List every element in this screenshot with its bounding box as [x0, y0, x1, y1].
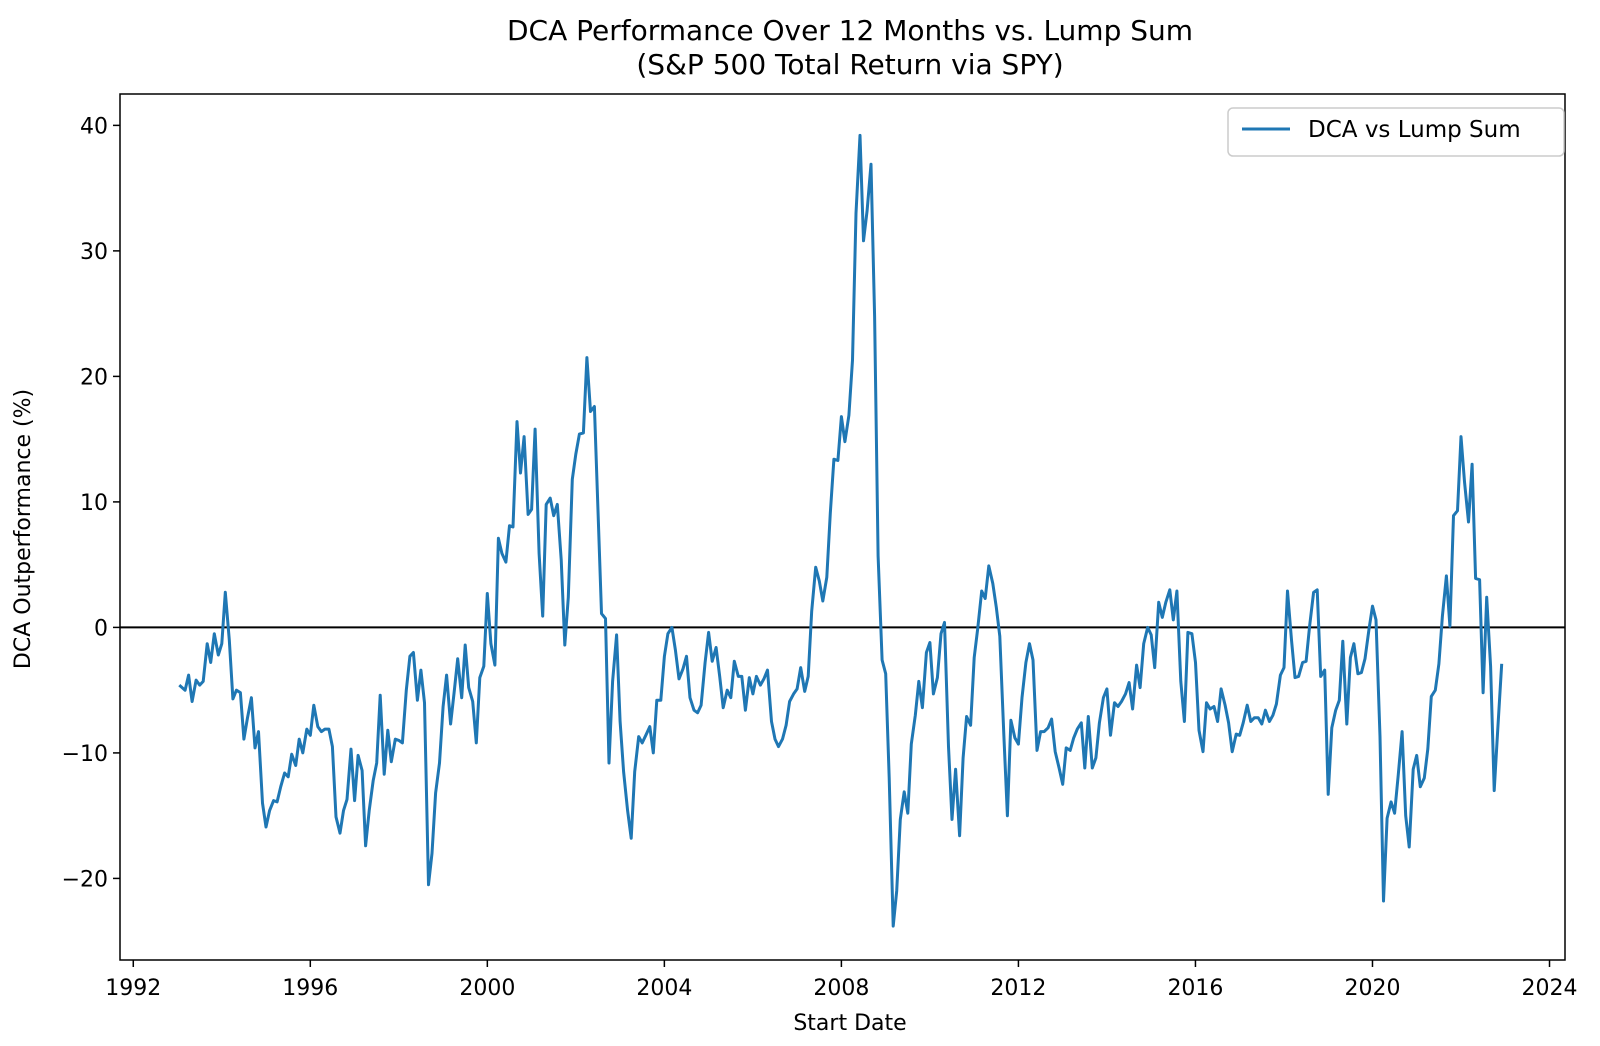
x-tick-label: 1996	[282, 976, 338, 1001]
x-tick-label: 2000	[459, 976, 515, 1001]
series-line-dca-vs-lump-sum	[178, 133, 1504, 928]
legend-label: DCA vs Lump Sum	[1308, 117, 1521, 143]
legend-box	[1227, 107, 1565, 157]
x-tick-label: 2020	[1344, 976, 1400, 1001]
x-tick-label: 2004	[636, 976, 692, 1001]
y-tick-label: −20	[62, 867, 108, 892]
plot-frame	[119, 93, 1566, 961]
y-tick-label: 40	[80, 114, 108, 139]
legend: DCA vs Lump Sum	[1227, 107, 1565, 157]
y-axis: −20 −10 0 10 20 30 40	[62, 114, 120, 892]
y-tick-label: 30	[80, 240, 108, 265]
x-axis-label: Start Date	[793, 1011, 906, 1036]
x-tick-label: 1992	[105, 976, 161, 1001]
x-axis: 1992 1996 2000 2004 2008 2012 2016 2020 2024	[105, 960, 1578, 1001]
chart-subtitle: (S&P 500 Total Return via SPY)	[636, 48, 1063, 81]
x-tick-label: 2012	[990, 976, 1046, 1001]
y-tick-label: −10	[62, 742, 108, 767]
y-tick-label: 10	[80, 491, 108, 516]
x-tick-label: 2008	[813, 976, 869, 1001]
y-tick-label: 20	[80, 365, 108, 390]
chart-title: DCA Performance Over 12 Months vs. Lump …	[507, 14, 1193, 47]
y-axis-label: DCA Outperformance (%)	[11, 389, 36, 669]
x-tick-label: 2024	[1522, 976, 1578, 1001]
y-tick-label: 0	[94, 616, 108, 641]
x-tick-label: 2016	[1167, 976, 1223, 1001]
